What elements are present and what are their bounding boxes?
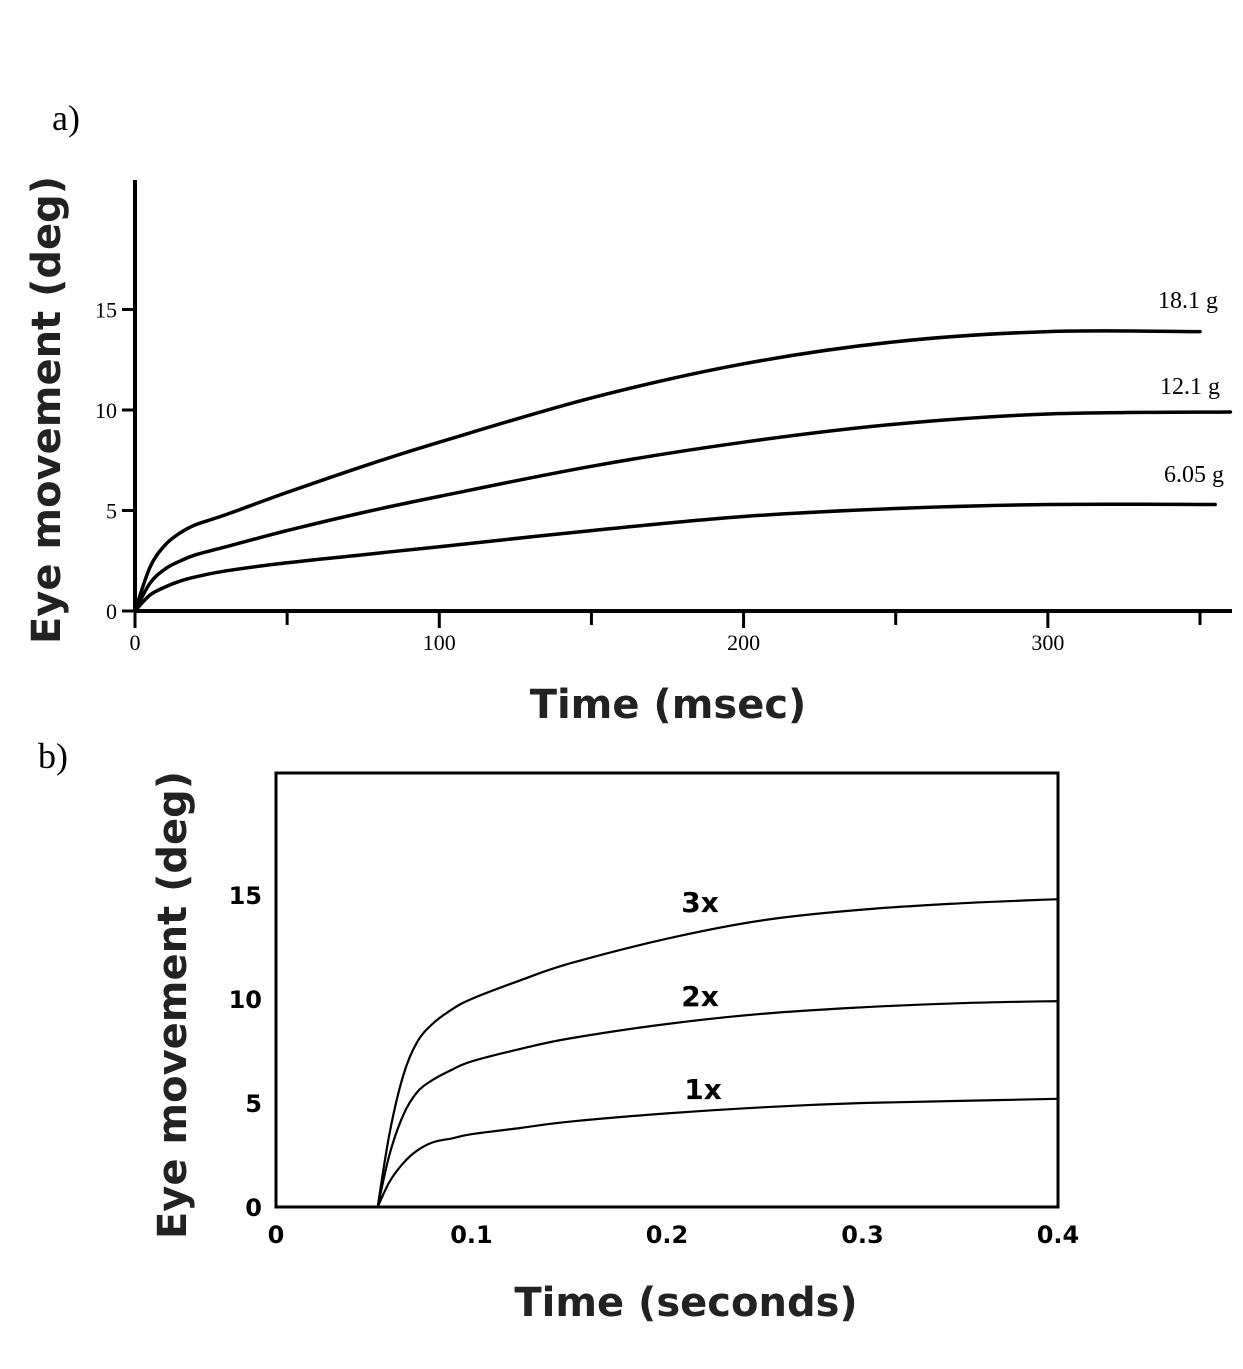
chart-b: 0 0.1 0.2 0.3 0.4 0 5 10 15 3x 2x 1x Time (seconds… <box>150 771 1079 1326</box>
chart-b-series-label: 2x <box>681 980 719 1013</box>
chart-b-y-title: Eye movement (deg) <box>150 771 196 1239</box>
chart-b-series-label: 1x <box>684 1073 722 1106</box>
chart-b-x-tick-label: 0.4 <box>1037 1221 1080 1249</box>
chart-a-series-label: 6.05 g <box>1164 462 1224 488</box>
chart-a-x-title: Time (msec) <box>530 682 807 728</box>
chart-a-y-title: Eye movement (deg) <box>24 176 70 644</box>
chart-b-x-tick-label: 0.2 <box>646 1221 689 1249</box>
chart-a-x-tick-label: 100 <box>423 630 456 655</box>
chart-b-y-tick-label: 0 <box>245 1194 262 1222</box>
chart-b-y-tick-label: 15 <box>229 882 262 910</box>
chart-a-x-tick-label: 300 <box>1031 630 1064 655</box>
chart-b-x-tick-label: 0 <box>268 1221 285 1249</box>
chart-b-y-tick-label: 10 <box>229 986 262 1014</box>
chart-b-x-tick-label: 0.3 <box>841 1221 884 1249</box>
chart-b-frame <box>274 771 1060 1209</box>
chart-a-series-label: 18.1 g <box>1158 288 1218 314</box>
chart-a-series-line <box>133 502 1217 613</box>
chart-a-y-tick-label: 0 <box>106 599 117 624</box>
chart-b-series-line <box>376 898 1060 1209</box>
chart-b-series-line <box>376 1097 1060 1209</box>
chart-b-x-title: Time (seconds) <box>514 1280 857 1326</box>
panel-label-b: b) <box>38 736 68 776</box>
chart-b-x-tick-label: 0.1 <box>450 1221 493 1249</box>
chart-b-series-label: 3x <box>681 886 719 919</box>
chart-a-y-tick-label: 10 <box>95 398 117 423</box>
chart-a-series-label: 12.1 g <box>1160 374 1220 400</box>
chart-a-series-line <box>133 410 1233 613</box>
chart-a-x-tick-label: 0 <box>130 630 141 655</box>
chart-a-series-line <box>133 329 1202 613</box>
chart-b-series-line <box>376 1000 1060 1209</box>
chart-a-y-tick-label: 15 <box>95 298 117 323</box>
chart-b-y-tick-label: 5 <box>245 1090 262 1118</box>
panel-label-a: a) <box>52 98 80 138</box>
chart-a: 0 100 200 300 0 5 10 15 18.1 g 12.1 g 6.05 g Time… <box>24 176 1233 728</box>
chart-a-y-tick-label: 5 <box>106 499 117 524</box>
chart-a-x-tick-label: 200 <box>727 630 760 655</box>
